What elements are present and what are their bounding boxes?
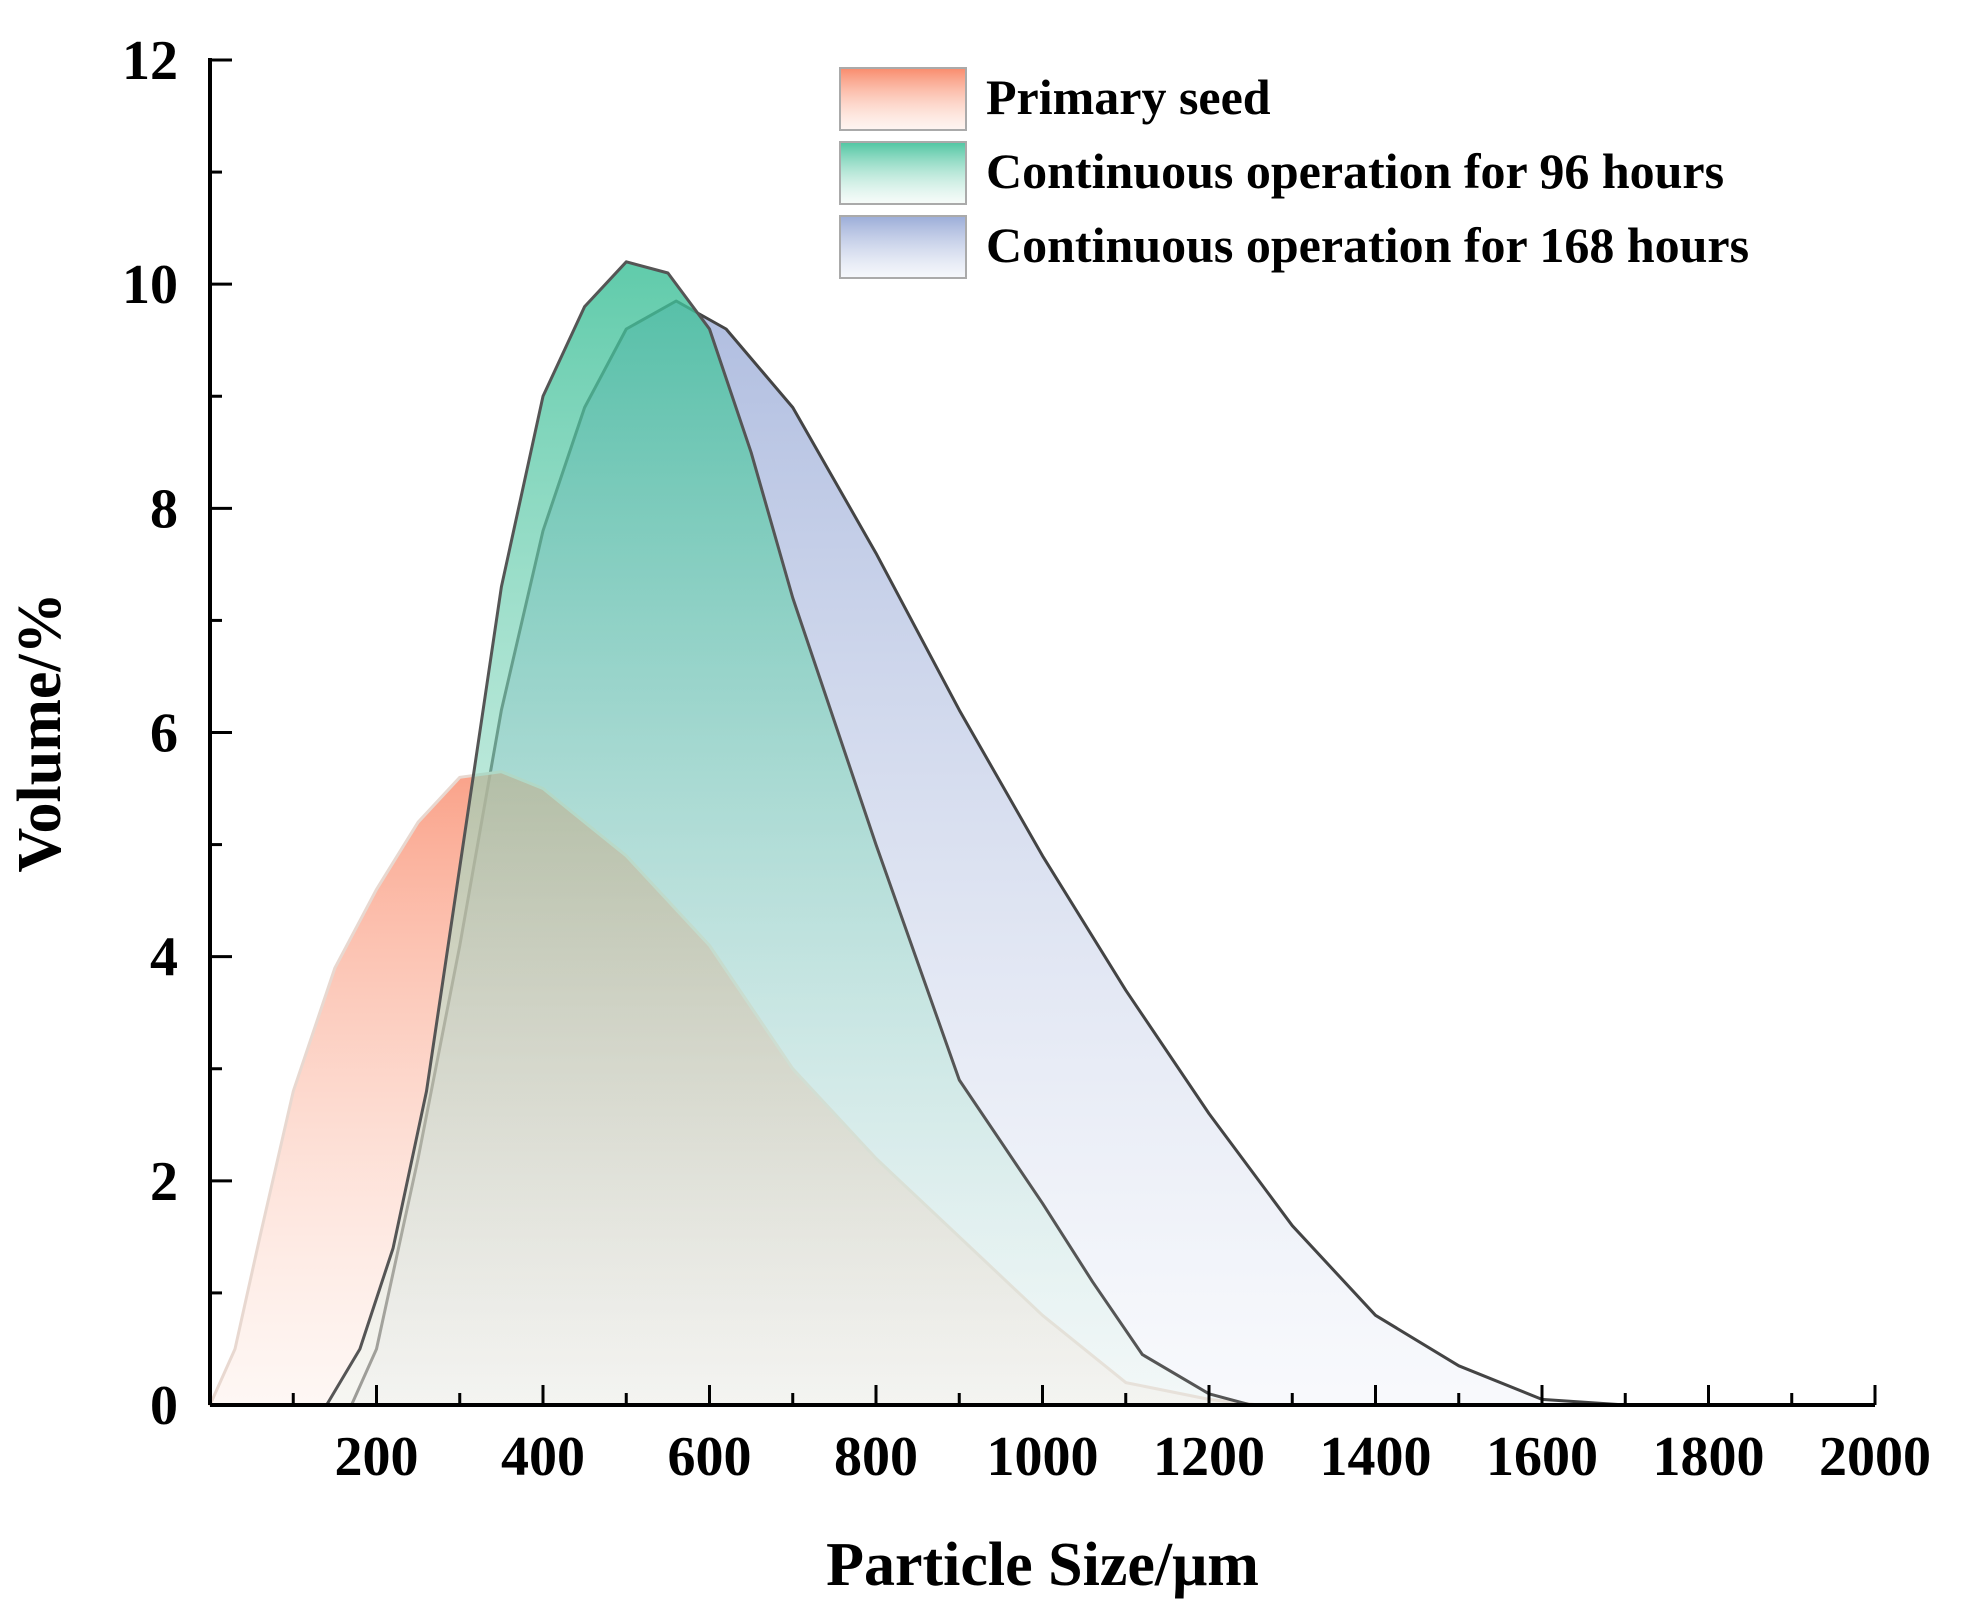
x-tick-label: 400	[501, 1426, 585, 1488]
legend: Primary seed Continuous operation for 96…	[839, 67, 1749, 279]
y-tick-label: 10	[122, 254, 178, 316]
series-area-96-hours	[325, 260, 1253, 1407]
legend-label-primary-seed: Primary seed	[986, 69, 1271, 125]
legend-swatch-primary-seed	[839, 67, 967, 131]
y-tick-label: 8	[150, 478, 178, 540]
x-tick-label: 800	[834, 1426, 918, 1488]
x-tick-label: 1400	[1320, 1426, 1432, 1488]
x-tick-label: 1000	[987, 1426, 1099, 1488]
y-tick-label: 4	[150, 927, 178, 989]
y-tick-label: 2	[150, 1151, 178, 1213]
y-tick-label: 6	[150, 703, 178, 765]
y-tick-label: 0	[150, 1375, 178, 1437]
legend-swatch-96-hours	[839, 141, 967, 205]
y-tick-label: 12	[122, 30, 178, 92]
y-axis-title: Volume/%	[6, 592, 74, 872]
x-axis-title: Particle Size/μm	[826, 1531, 1259, 1599]
legend-swatch-168-hours	[839, 215, 967, 279]
x-tick-label: 1200	[1153, 1426, 1265, 1488]
x-tick-label: 1600	[1486, 1426, 1598, 1488]
series-layer	[208, 260, 1627, 1407]
x-tick-label: 200	[335, 1426, 419, 1488]
x-tick-label: 2000	[1819, 1426, 1931, 1488]
x-tick-label: 1800	[1653, 1426, 1765, 1488]
legend-label-96-hours: Continuous operation for 96 hours	[986, 143, 1724, 199]
legend-label-168-hours: Continuous operation for 168 hours	[986, 217, 1749, 273]
ticks: 200 400 600 800 1000 1200 1400 1600 1800 2000 0 2 4 6…	[122, 30, 1931, 1488]
x-tick-label: 600	[668, 1426, 752, 1488]
